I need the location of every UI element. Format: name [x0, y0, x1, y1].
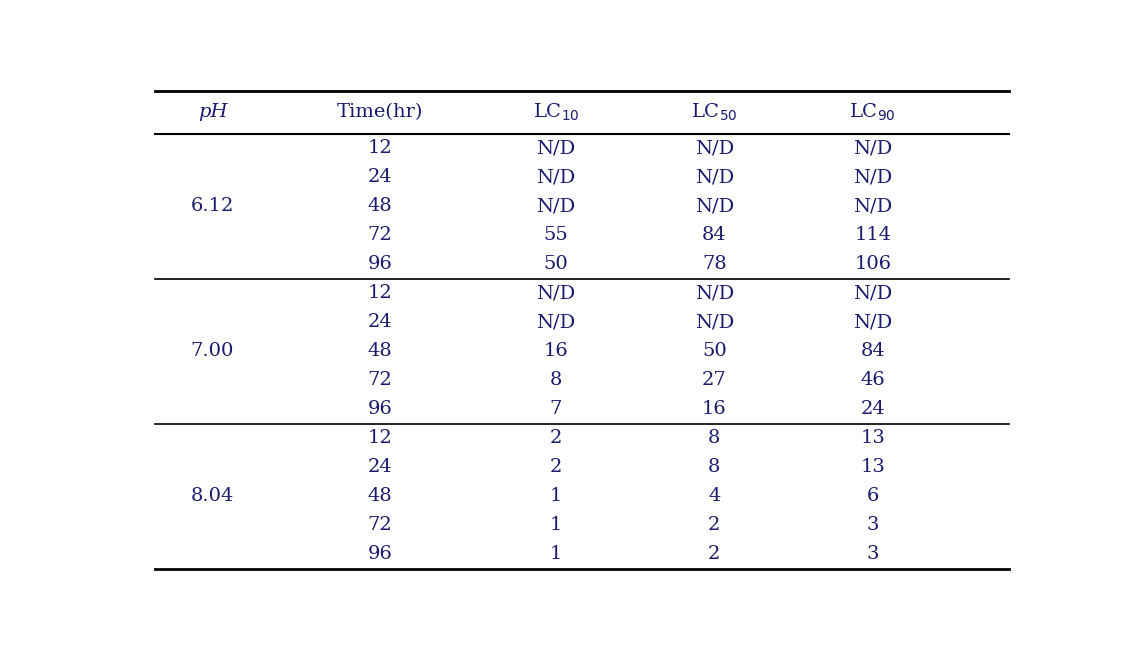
- Text: 6.12: 6.12: [191, 197, 234, 215]
- Text: LC$_{50}$: LC$_{50}$: [691, 102, 737, 123]
- Text: N/D: N/D: [694, 139, 734, 157]
- Text: 2: 2: [550, 458, 562, 476]
- Text: 46: 46: [860, 371, 885, 389]
- Text: 2: 2: [708, 516, 720, 534]
- Text: 106: 106: [854, 255, 892, 273]
- Text: 12: 12: [367, 284, 392, 302]
- Text: N/D: N/D: [694, 197, 734, 215]
- Text: 48: 48: [367, 197, 392, 215]
- Text: 4: 4: [708, 487, 720, 505]
- Text: 78: 78: [702, 255, 727, 273]
- Text: 114: 114: [854, 226, 892, 244]
- Text: 84: 84: [860, 342, 885, 360]
- Text: N/D: N/D: [853, 313, 893, 331]
- Text: 2: 2: [550, 429, 562, 447]
- Text: 2: 2: [708, 545, 720, 563]
- Text: 1: 1: [550, 487, 562, 505]
- Text: 1: 1: [550, 545, 562, 563]
- Text: 1: 1: [550, 516, 562, 534]
- Text: 48: 48: [367, 342, 392, 360]
- Text: 6: 6: [867, 487, 879, 505]
- Text: 84: 84: [702, 226, 727, 244]
- Text: N/D: N/D: [853, 197, 893, 215]
- Text: 8: 8: [550, 371, 562, 389]
- Text: Time(hr): Time(hr): [336, 103, 423, 121]
- Text: 16: 16: [702, 400, 727, 418]
- Text: 72: 72: [367, 516, 392, 534]
- Text: N/D: N/D: [853, 284, 893, 302]
- Text: 24: 24: [860, 400, 885, 418]
- Text: 96: 96: [367, 545, 392, 563]
- Text: N/D: N/D: [853, 168, 893, 186]
- Text: 8.04: 8.04: [191, 487, 234, 505]
- Text: 24: 24: [367, 458, 392, 476]
- Text: 50: 50: [543, 255, 568, 273]
- Text: 8: 8: [708, 429, 720, 447]
- Text: 24: 24: [367, 168, 392, 186]
- Text: N/D: N/D: [694, 168, 734, 186]
- Text: N/D: N/D: [694, 284, 734, 302]
- Text: 3: 3: [867, 545, 879, 563]
- Text: 13: 13: [860, 458, 885, 476]
- Text: pH: pH: [198, 103, 227, 121]
- Text: 13: 13: [860, 429, 885, 447]
- Text: 55: 55: [543, 226, 568, 244]
- Text: 72: 72: [367, 226, 392, 244]
- Text: N/D: N/D: [853, 139, 893, 157]
- Text: 16: 16: [543, 342, 568, 360]
- Text: 96: 96: [367, 400, 392, 418]
- Text: 96: 96: [367, 255, 392, 273]
- Text: N/D: N/D: [536, 284, 576, 302]
- Text: N/D: N/D: [536, 313, 576, 331]
- Text: N/D: N/D: [536, 197, 576, 215]
- Text: LC$_{90}$: LC$_{90}$: [850, 102, 896, 123]
- Text: 12: 12: [367, 429, 392, 447]
- Text: 3: 3: [867, 516, 879, 534]
- Text: 24: 24: [367, 313, 392, 331]
- Text: N/D: N/D: [536, 168, 576, 186]
- Text: 7: 7: [550, 400, 562, 418]
- Text: 8: 8: [708, 458, 720, 476]
- Text: N/D: N/D: [694, 313, 734, 331]
- Text: LC$_{10}$: LC$_{10}$: [533, 102, 579, 123]
- Text: 27: 27: [702, 371, 727, 389]
- Text: N/D: N/D: [536, 139, 576, 157]
- Text: 12: 12: [367, 139, 392, 157]
- Text: 50: 50: [702, 342, 727, 360]
- Text: 7.00: 7.00: [191, 342, 234, 360]
- Text: 72: 72: [367, 371, 392, 389]
- Text: 48: 48: [367, 487, 392, 505]
